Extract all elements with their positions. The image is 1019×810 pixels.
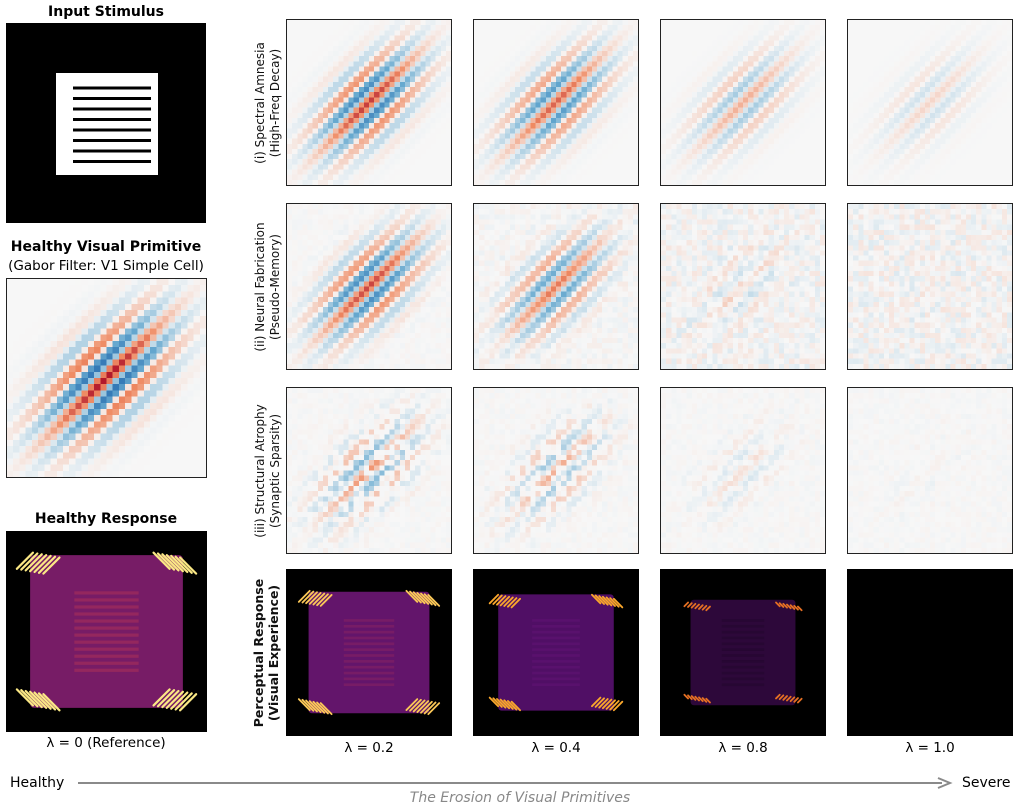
severe-label: Severe: [962, 775, 1011, 791]
row-label-line1: (ii) Neural Fabrication: [253, 222, 267, 352]
stimulus-lines: [73, 86, 151, 163]
healthy-response-panel: [6, 531, 207, 732]
input-stimulus-title: Input Stimulus: [48, 4, 164, 20]
row-label-line1: (i) Spectral Amnesia: [253, 42, 267, 164]
lambda-label-2: λ = 0.8: [718, 740, 768, 756]
gabor-filter-image: [7, 279, 206, 477]
row-label-perceptual-response: Perceptual Response (Visual Experience): [251, 568, 285, 738]
erosion-arrow: [78, 777, 953, 789]
panel-response-1: [473, 569, 639, 736]
row-label-line2: (High-Freq Decay): [268, 48, 282, 158]
panel-fabrication-3: [847, 203, 1013, 370]
healthy-label: Healthy: [10, 775, 65, 791]
panel-decay-1: [473, 19, 639, 186]
response-title: Healthy Response: [34, 511, 178, 527]
primitive-title: Healthy Visual Primitive: [10, 239, 202, 255]
row-label-line1: Perceptual Response: [251, 578, 266, 728]
stimulus-square: [56, 73, 158, 175]
arrow-head-icon: [937, 777, 953, 789]
row-label-line2: (Synaptic Sparsity): [268, 413, 282, 529]
row-label-line2: (Visual Experience): [266, 584, 281, 722]
panel-decay-0: [286, 19, 452, 186]
row-label-neural-fabrication: (ii) Neural Fabrication (Pseudo-Memory): [253, 202, 287, 372]
lambda-label-1: λ = 0.4: [531, 740, 581, 756]
row-label-spectral-amnesia: (i) Spectral Amnesia (High-Freq Decay): [253, 18, 287, 188]
panel-fabrication-2: [660, 203, 826, 370]
panel-fabrication-1: [473, 203, 639, 370]
row-label-line2: (Pseudo-Memory): [268, 234, 282, 340]
lambda-label-0: λ = 0.2: [344, 740, 394, 756]
panel-sparsity-0: [286, 387, 452, 554]
healthy-response-heatmap: [6, 531, 207, 732]
healthy-gabor-panel: [6, 278, 207, 478]
input-stimulus-panel: [6, 23, 206, 223]
panel-decay-2: [660, 19, 826, 186]
panel-sparsity-2: [660, 387, 826, 554]
row-label-line1: (iii) Structural Atrophy: [253, 404, 267, 538]
reference-label: λ = 0 (Reference): [46, 735, 166, 751]
panel-response-3: [847, 569, 1013, 736]
panel-response-2: [660, 569, 826, 736]
row-label-structural-atrophy: (iii) Structural Atrophy (Synaptic Spars…: [253, 386, 287, 556]
panel-sparsity-3: [847, 387, 1013, 554]
panel-response-0: [286, 569, 452, 736]
primitive-subtitle: (Gabor Filter: V1 Simple Cell): [8, 258, 204, 274]
lambda-label-3: λ = 1.0: [905, 740, 955, 756]
panel-sparsity-1: [473, 387, 639, 554]
panel-decay-3: [847, 19, 1013, 186]
panel-fabrication-0: [286, 203, 452, 370]
erosion-caption: The Erosion of Visual Primitives: [409, 790, 631, 806]
